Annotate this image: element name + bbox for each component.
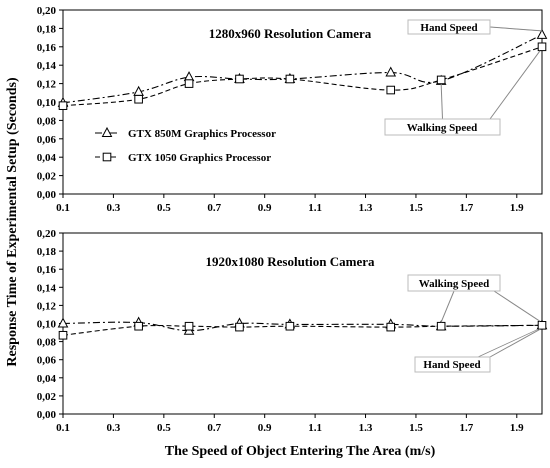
square-marker (285, 321, 295, 331)
y-tick-label: 0,14 (37, 60, 57, 72)
x-tick-label: 0.3 (107, 202, 121, 214)
x-tick-label: 0.1 (56, 202, 70, 214)
y-tick-label: 0,14 (37, 282, 57, 294)
chart-panel: 0,00 0,02 0,04 0,06 0,08 0,10 0,12 0,14 0,16 0,18… (37, 5, 548, 214)
y-tick-label: 0,02 (37, 171, 57, 183)
square-marker (134, 321, 143, 331)
square-marker (386, 322, 396, 332)
annotation-leader (489, 26, 541, 32)
y-tick-label: 0,02 (37, 391, 57, 403)
x-tick-label: 1.1 (308, 202, 322, 214)
series-line (62, 46, 543, 107)
annotation-leader (489, 328, 541, 358)
y-tick-label: 0,04 (37, 152, 57, 164)
y-tick-label: 0,10 (37, 97, 57, 109)
panel-title: 1920x1080 Resolution Camera (206, 254, 375, 269)
chart-panel: 0,00 0,02 0,04 0,06 0,08 0,10 0,12 0,14 0,16 0,18… (37, 228, 548, 434)
square-marker (235, 322, 244, 332)
y-tick-label: 0,10 (37, 319, 57, 331)
x-tick-label: 0.9 (258, 422, 272, 434)
square-marker (285, 74, 295, 84)
square-marker (386, 85, 396, 95)
y-tick-label: 0,08 (37, 337, 57, 349)
annotation-leader (489, 50, 541, 120)
annotation-label: Walking Speed (407, 122, 478, 134)
square-marker (436, 321, 446, 331)
square-marker (184, 321, 194, 331)
y-tick-label: 0,16 (37, 42, 57, 54)
y-tick-label: 0,08 (37, 115, 57, 127)
annotation-label: Walking Speed (419, 278, 490, 290)
y-tick-label: 0,04 (37, 373, 57, 385)
x-axis-label: The Speed of Object Entering The Area (m… (165, 444, 436, 459)
x-tick-label: 1.1 (308, 422, 322, 434)
legend-label: GTX 1050 Graphics Processor (128, 152, 271, 164)
x-tick-label: 0.5 (157, 422, 171, 434)
x-tick-label: 1.9 (510, 422, 524, 434)
x-tick-label: 0.3 (107, 422, 121, 434)
y-tick-label: 0,16 (37, 264, 57, 276)
annotation-box (407, 19, 491, 35)
x-tick-label: 0.7 (207, 202, 221, 214)
square-marker (436, 75, 446, 85)
panel-title: 1280x960 Resolution Camera (209, 26, 372, 41)
square-marker (537, 321, 547, 330)
annotation-box (407, 274, 501, 292)
square-marker (184, 79, 194, 88)
annotation-leader (477, 328, 539, 358)
y-tick-label: 0,18 (37, 246, 57, 258)
legend-square-marker (102, 152, 112, 162)
annotation-label: Hand Speed (423, 359, 480, 371)
annotation-label: Hand Speed (420, 22, 477, 34)
x-tick-label: 0.7 (207, 422, 221, 434)
x-tick-label: 0.9 (258, 202, 272, 214)
y-tick-label: 0,20 (37, 5, 57, 17)
x-tick-label: 1.7 (459, 422, 473, 434)
x-tick-label: 0.5 (157, 202, 171, 214)
y-tick-label: 0,00 (37, 409, 57, 421)
triangle-marker (536, 28, 548, 39)
annotation-box (414, 356, 491, 373)
y-tick-label: 0,20 (37, 228, 57, 240)
annotation-leader (493, 290, 541, 322)
annotation-box (384, 118, 501, 136)
square-marker (537, 42, 547, 52)
x-tick-label: 1.7 (459, 202, 473, 214)
square-marker (58, 101, 68, 110)
y-axis-label: Response Time of Experimental Setup (Sec… (5, 77, 20, 367)
y-tick-label: 0,12 (37, 79, 57, 91)
x-tick-label: 1.3 (359, 422, 373, 434)
x-tick-label: 0.1 (56, 422, 70, 434)
series-line (62, 34, 543, 104)
triangle-marker (385, 66, 397, 77)
y-tick-label: 0,18 (37, 23, 57, 35)
triangle-marker (57, 317, 69, 328)
x-tick-label: 1.9 (510, 202, 524, 214)
legend-triangle-marker (101, 126, 113, 137)
y-tick-label: 0,00 (37, 189, 57, 201)
legend-label: GTX 850M Graphics Processor (128, 128, 276, 140)
square-marker (58, 330, 68, 340)
y-tick-label: 0,12 (37, 300, 57, 312)
y-tick-label: 0,06 (37, 134, 57, 146)
annotation-leader (440, 83, 443, 120)
y-tick-label: 0,06 (37, 355, 57, 367)
square-marker (235, 74, 244, 84)
annotation-leader (440, 290, 455, 323)
x-tick-label: 1.5 (409, 422, 423, 434)
x-tick-label: 1.5 (409, 202, 423, 214)
square-marker (134, 94, 143, 104)
x-tick-label: 1.3 (359, 202, 373, 214)
